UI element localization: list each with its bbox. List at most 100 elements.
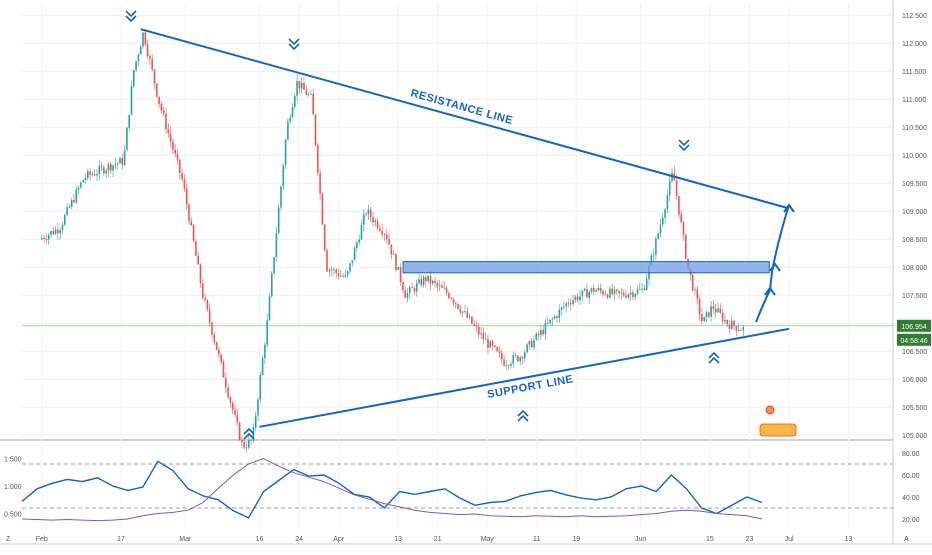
- candle-body: [57, 229, 59, 234]
- candle-body: [211, 322, 213, 335]
- candle-body: [312, 93, 314, 115]
- candle-body: [291, 107, 294, 118]
- candle-body: [241, 439, 243, 443]
- candle-body: [542, 329, 544, 335]
- double-chevron-down-icon: [288, 38, 300, 51]
- candle-body: [586, 288, 588, 298]
- price-tick-label: 110.000: [902, 153, 927, 160]
- candle-body: [195, 241, 197, 256]
- candle-body: [61, 224, 64, 230]
- candle-body: [162, 110, 165, 114]
- candle-body: [643, 288, 646, 291]
- price-tick-label: 108.500: [902, 237, 927, 244]
- candle-body: [443, 287, 446, 289]
- candle-body: [611, 288, 613, 295]
- candle-body: [714, 308, 717, 313]
- countdown-label: 04:58:46: [900, 338, 927, 345]
- candle-body: [650, 255, 653, 266]
- time-tick-label: 13: [845, 536, 853, 543]
- candle-body: [139, 46, 142, 55]
- time-tick-label: 13: [394, 536, 402, 543]
- candle-body: [365, 214, 367, 215]
- price-tick-label: 106.000: [902, 377, 927, 384]
- time-tick-label: Mar: [179, 536, 192, 543]
- candle-body: [719, 308, 722, 313]
- candle-body: [344, 275, 347, 277]
- candle-body: [606, 294, 609, 298]
- candle-body: [572, 299, 574, 305]
- candle-body: [45, 239, 48, 240]
- candle-body: [43, 237, 45, 240]
- candle-body: [454, 302, 457, 305]
- candle-body: [627, 294, 630, 298]
- candle-body: [273, 256, 275, 274]
- double-chevron-up-icon: [243, 427, 255, 440]
- candle-body: [441, 285, 443, 288]
- candle-body: [229, 397, 232, 403]
- price-tick-label: 105.500: [902, 405, 927, 412]
- candle-body: [213, 334, 216, 342]
- candle-body: [415, 283, 418, 292]
- candle-body: [146, 44, 149, 56]
- candle-body: [728, 324, 731, 329]
- arrow-up-icon: [764, 286, 776, 296]
- candle-body: [429, 275, 432, 284]
- candle-body: [484, 338, 487, 340]
- candle-body: [100, 165, 103, 168]
- time-tick-label: Feb: [36, 536, 48, 543]
- candle-body: [592, 288, 595, 292]
- candle-body: [270, 273, 273, 297]
- candle-body: [54, 229, 57, 235]
- candle-body: [155, 83, 158, 97]
- candle-body: [351, 260, 354, 264]
- candle-body: [326, 250, 328, 272]
- candle-body: [540, 329, 542, 336]
- candle-body: [664, 209, 666, 218]
- candle-body: [353, 248, 356, 261]
- candle-body: [733, 320, 735, 327]
- candle-body: [581, 290, 584, 297]
- candle-body: [80, 182, 82, 188]
- candle-body: [264, 344, 266, 359]
- oscillator-layer: [21, 457, 893, 522]
- candle-body: [491, 341, 494, 346]
- last-price-label: 106.954: [901, 324, 926, 331]
- candle-body: [206, 299, 209, 310]
- event-flags-icon: [759, 423, 797, 437]
- candle-body: [544, 323, 547, 335]
- double-chevron-up-icon: [708, 351, 720, 364]
- candle-body: [655, 238, 657, 255]
- candle-body: [436, 282, 439, 286]
- candle-body: [613, 289, 616, 295]
- candle-body: [721, 312, 724, 322]
- candle-body: [316, 144, 319, 173]
- candle-body: [231, 402, 234, 410]
- candle-body: [448, 293, 450, 298]
- candle-body: [457, 304, 459, 309]
- candle-body: [372, 217, 374, 223]
- oscillator-series-blue: [21, 460, 763, 519]
- candle-body: [360, 224, 363, 240]
- countdown-badge: [897, 333, 931, 346]
- candle-body: [254, 415, 257, 428]
- candle-body: [645, 279, 648, 291]
- candle-body: [303, 82, 305, 90]
- candle-body: [77, 187, 80, 190]
- candle-body: [66, 207, 68, 216]
- candle-body: [105, 170, 107, 174]
- candle-body: [199, 264, 202, 284]
- candle-body: [717, 308, 719, 313]
- time-tick-label: May: [481, 536, 495, 543]
- candle-body: [132, 70, 135, 87]
- candle-body: [333, 269, 335, 271]
- candle-body: [190, 221, 193, 226]
- candle-body: [63, 215, 66, 225]
- candle-body: [703, 317, 705, 322]
- candle-body: [135, 61, 137, 71]
- candle-body: [475, 325, 478, 327]
- candle-body: [567, 303, 570, 305]
- candle-body: [404, 290, 406, 298]
- candle-body: [563, 306, 565, 308]
